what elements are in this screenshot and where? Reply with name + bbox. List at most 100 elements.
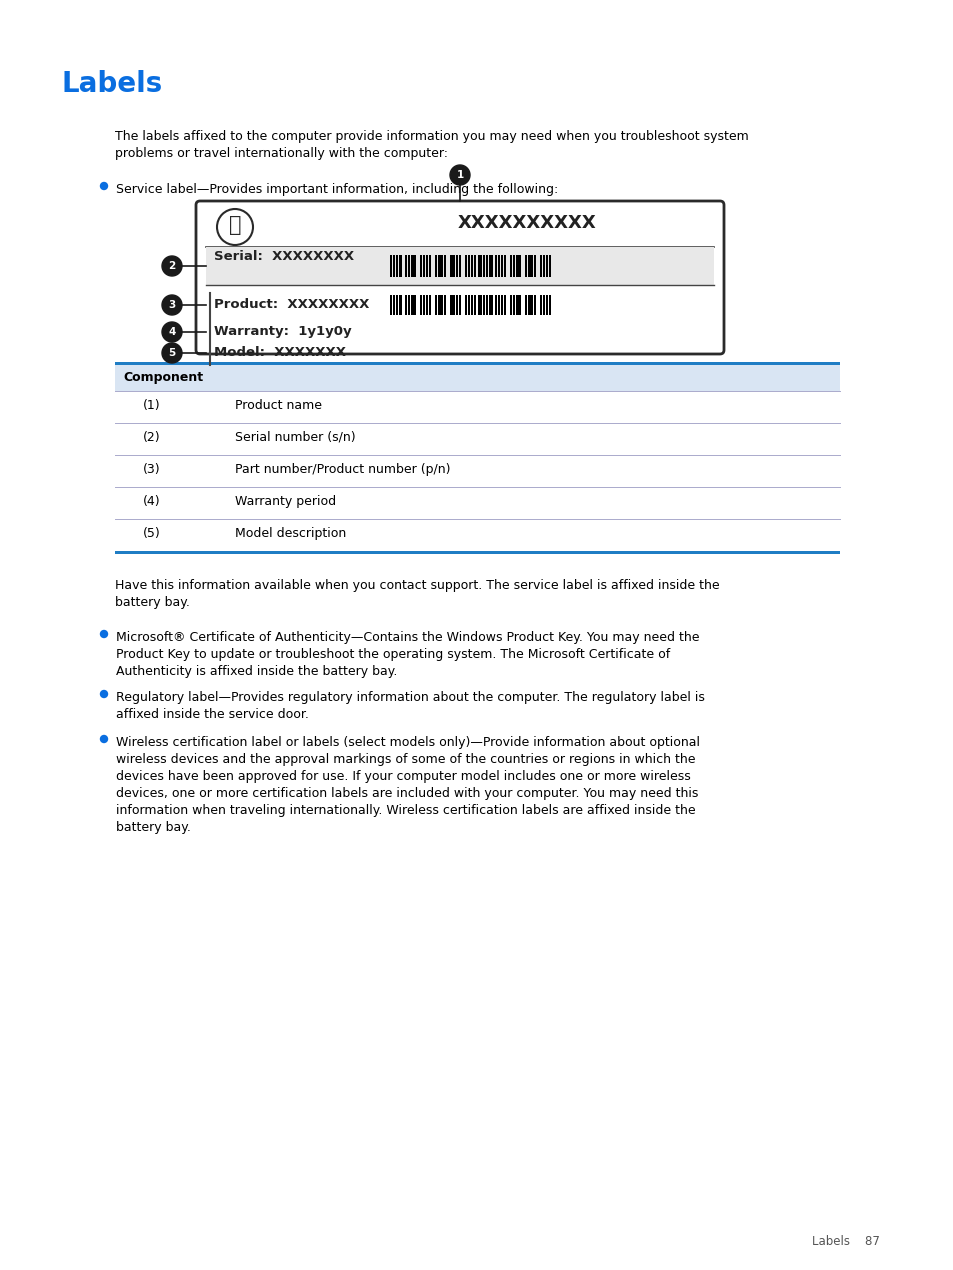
Text: Microsoft® Certificate of Authenticity—Contains the Windows Product Key. You may: Microsoft® Certificate of Authenticity—C… <box>116 631 699 678</box>
Bar <box>474 255 476 277</box>
Bar <box>393 295 395 315</box>
Bar <box>439 255 440 277</box>
Text: Part number/Product number (p/n): Part number/Product number (p/n) <box>234 464 450 476</box>
Bar <box>413 255 415 277</box>
Text: Serial:  XXXXXXXX: Serial: XXXXXXXX <box>213 250 354 263</box>
Text: Ⓢ: Ⓢ <box>229 215 241 235</box>
Bar <box>545 295 548 315</box>
Bar <box>503 295 506 315</box>
Bar <box>414 295 416 315</box>
Bar <box>426 255 428 277</box>
Text: Product:  XXXXXXXX: Product: XXXXXXXX <box>213 298 369 311</box>
Bar <box>539 295 541 315</box>
Bar <box>524 255 527 277</box>
Text: The labels affixed to the computer provide information you may need when you tro: The labels affixed to the computer provi… <box>115 130 748 160</box>
Text: Model description: Model description <box>234 527 346 540</box>
Bar <box>485 295 488 315</box>
Bar <box>206 246 713 284</box>
Bar <box>495 295 497 315</box>
Bar <box>115 551 840 554</box>
Bar <box>452 255 454 277</box>
Text: Warranty:  1y1y0y: Warranty: 1y1y0y <box>213 325 352 339</box>
Bar <box>426 255 428 277</box>
Bar <box>419 255 422 277</box>
Bar <box>534 255 536 277</box>
Bar <box>464 295 467 315</box>
Bar <box>414 255 416 277</box>
Bar <box>531 295 533 315</box>
Bar <box>491 295 493 315</box>
Bar <box>435 295 436 315</box>
Bar <box>542 295 544 315</box>
Bar <box>482 255 485 277</box>
Bar <box>452 295 454 315</box>
Bar <box>429 255 431 277</box>
Bar <box>479 295 481 315</box>
Bar <box>530 295 532 315</box>
Bar <box>465 295 467 315</box>
Bar <box>504 255 506 277</box>
Bar <box>468 255 470 277</box>
Text: (5): (5) <box>143 527 161 540</box>
Bar <box>471 255 473 277</box>
Bar <box>400 255 402 277</box>
Text: (2): (2) <box>143 431 160 444</box>
Bar <box>426 295 428 315</box>
Bar <box>524 295 527 315</box>
Bar <box>426 295 428 315</box>
Bar <box>527 295 530 315</box>
Bar <box>495 255 497 277</box>
Bar <box>479 255 481 277</box>
Bar <box>440 255 443 277</box>
Text: (3): (3) <box>143 464 160 476</box>
Text: Product name: Product name <box>234 399 322 411</box>
Bar <box>548 295 551 315</box>
Circle shape <box>100 691 108 697</box>
Bar <box>545 255 548 277</box>
Circle shape <box>100 630 108 638</box>
Bar <box>411 295 413 315</box>
Text: Have this information available when you contact support. The service label is a: Have this information available when you… <box>115 579 719 610</box>
Text: 3: 3 <box>168 300 175 310</box>
Bar <box>393 255 395 277</box>
Bar <box>477 255 479 277</box>
Bar <box>405 295 407 315</box>
Bar <box>482 295 485 315</box>
Text: 5: 5 <box>168 348 175 358</box>
Bar <box>464 255 467 277</box>
Bar <box>437 295 439 315</box>
Bar <box>518 295 520 315</box>
Circle shape <box>450 165 470 185</box>
Bar <box>398 255 401 277</box>
Bar <box>497 255 499 277</box>
Bar <box>517 255 518 277</box>
Bar <box>390 255 392 277</box>
Bar <box>518 255 520 277</box>
Bar <box>510 295 512 315</box>
Bar <box>115 364 840 391</box>
Bar <box>517 295 518 315</box>
Bar <box>489 295 491 315</box>
Circle shape <box>162 323 182 342</box>
Text: Labels: Labels <box>62 70 163 98</box>
Bar <box>450 295 452 315</box>
Text: XXXXXXXXXX: XXXXXXXXXX <box>457 215 597 232</box>
Text: Model:  XXXXXXX: Model: XXXXXXX <box>213 347 346 359</box>
Bar <box>500 295 502 315</box>
Bar <box>419 295 422 315</box>
Bar <box>450 255 452 277</box>
Text: 1: 1 <box>456 170 463 180</box>
Circle shape <box>162 343 182 363</box>
Bar <box>456 295 457 315</box>
Bar <box>542 255 544 277</box>
Circle shape <box>162 257 182 276</box>
Text: Component: Component <box>123 371 203 384</box>
Text: (4): (4) <box>143 495 160 508</box>
Bar <box>422 255 425 277</box>
Bar <box>500 255 502 277</box>
Bar <box>453 255 455 277</box>
Circle shape <box>100 735 108 743</box>
Bar <box>398 295 401 315</box>
Bar <box>429 295 431 315</box>
Bar <box>435 255 436 277</box>
